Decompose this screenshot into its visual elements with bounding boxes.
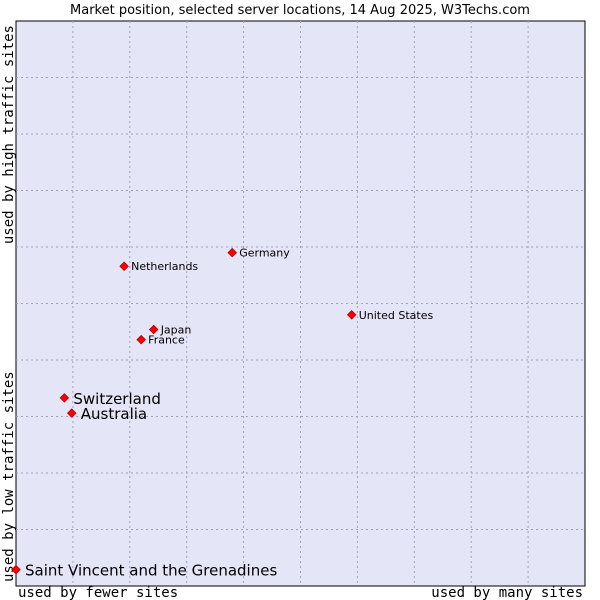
point-label: France [148, 334, 185, 347]
data-point-saint-vincent-and-the-grenadines: Saint Vincent and the Grenadines [11, 562, 277, 580]
point-marker [148, 324, 159, 335]
point-label: Japan [160, 323, 192, 336]
point-marker [227, 247, 237, 258]
data-point-australia: Australia [66, 405, 147, 423]
x-axis-label-many: used by many sites [431, 585, 583, 600]
point-label: Netherlands [131, 260, 198, 273]
point-marker [66, 408, 77, 418]
grid-lines [16, 21, 585, 586]
point-marker [11, 564, 21, 575]
point-marker [119, 261, 129, 271]
data-point-japan: Japan [148, 323, 192, 336]
data-point-germany: Germany [227, 247, 290, 260]
x-axis-label-fewer: used by fewer sites [18, 585, 178, 600]
point-label: United States [359, 309, 434, 322]
y-axis-label-low: used by low traffic sites [1, 371, 17, 582]
point-label: Germany [239, 247, 290, 260]
point-label: Saint Vincent and the Grenadines [25, 562, 277, 580]
y-axis-label-high: used by high traffic sites [1, 25, 17, 244]
point-label: Australia [81, 405, 147, 423]
point-label: Switzerland [73, 390, 160, 408]
data-point-switzerland: Switzerland [59, 390, 161, 408]
data-points: Germany Netherlands United States JapanFran… [11, 247, 434, 580]
data-point-france: France [136, 334, 185, 347]
data-point-united-states: United States [346, 309, 434, 322]
point-marker [59, 393, 70, 403]
point-marker [346, 310, 357, 320]
chart-title: Market position, selected server locatio… [70, 3, 530, 18]
data-point-netherlands: Netherlands [119, 260, 198, 273]
point-marker [136, 334, 146, 345]
